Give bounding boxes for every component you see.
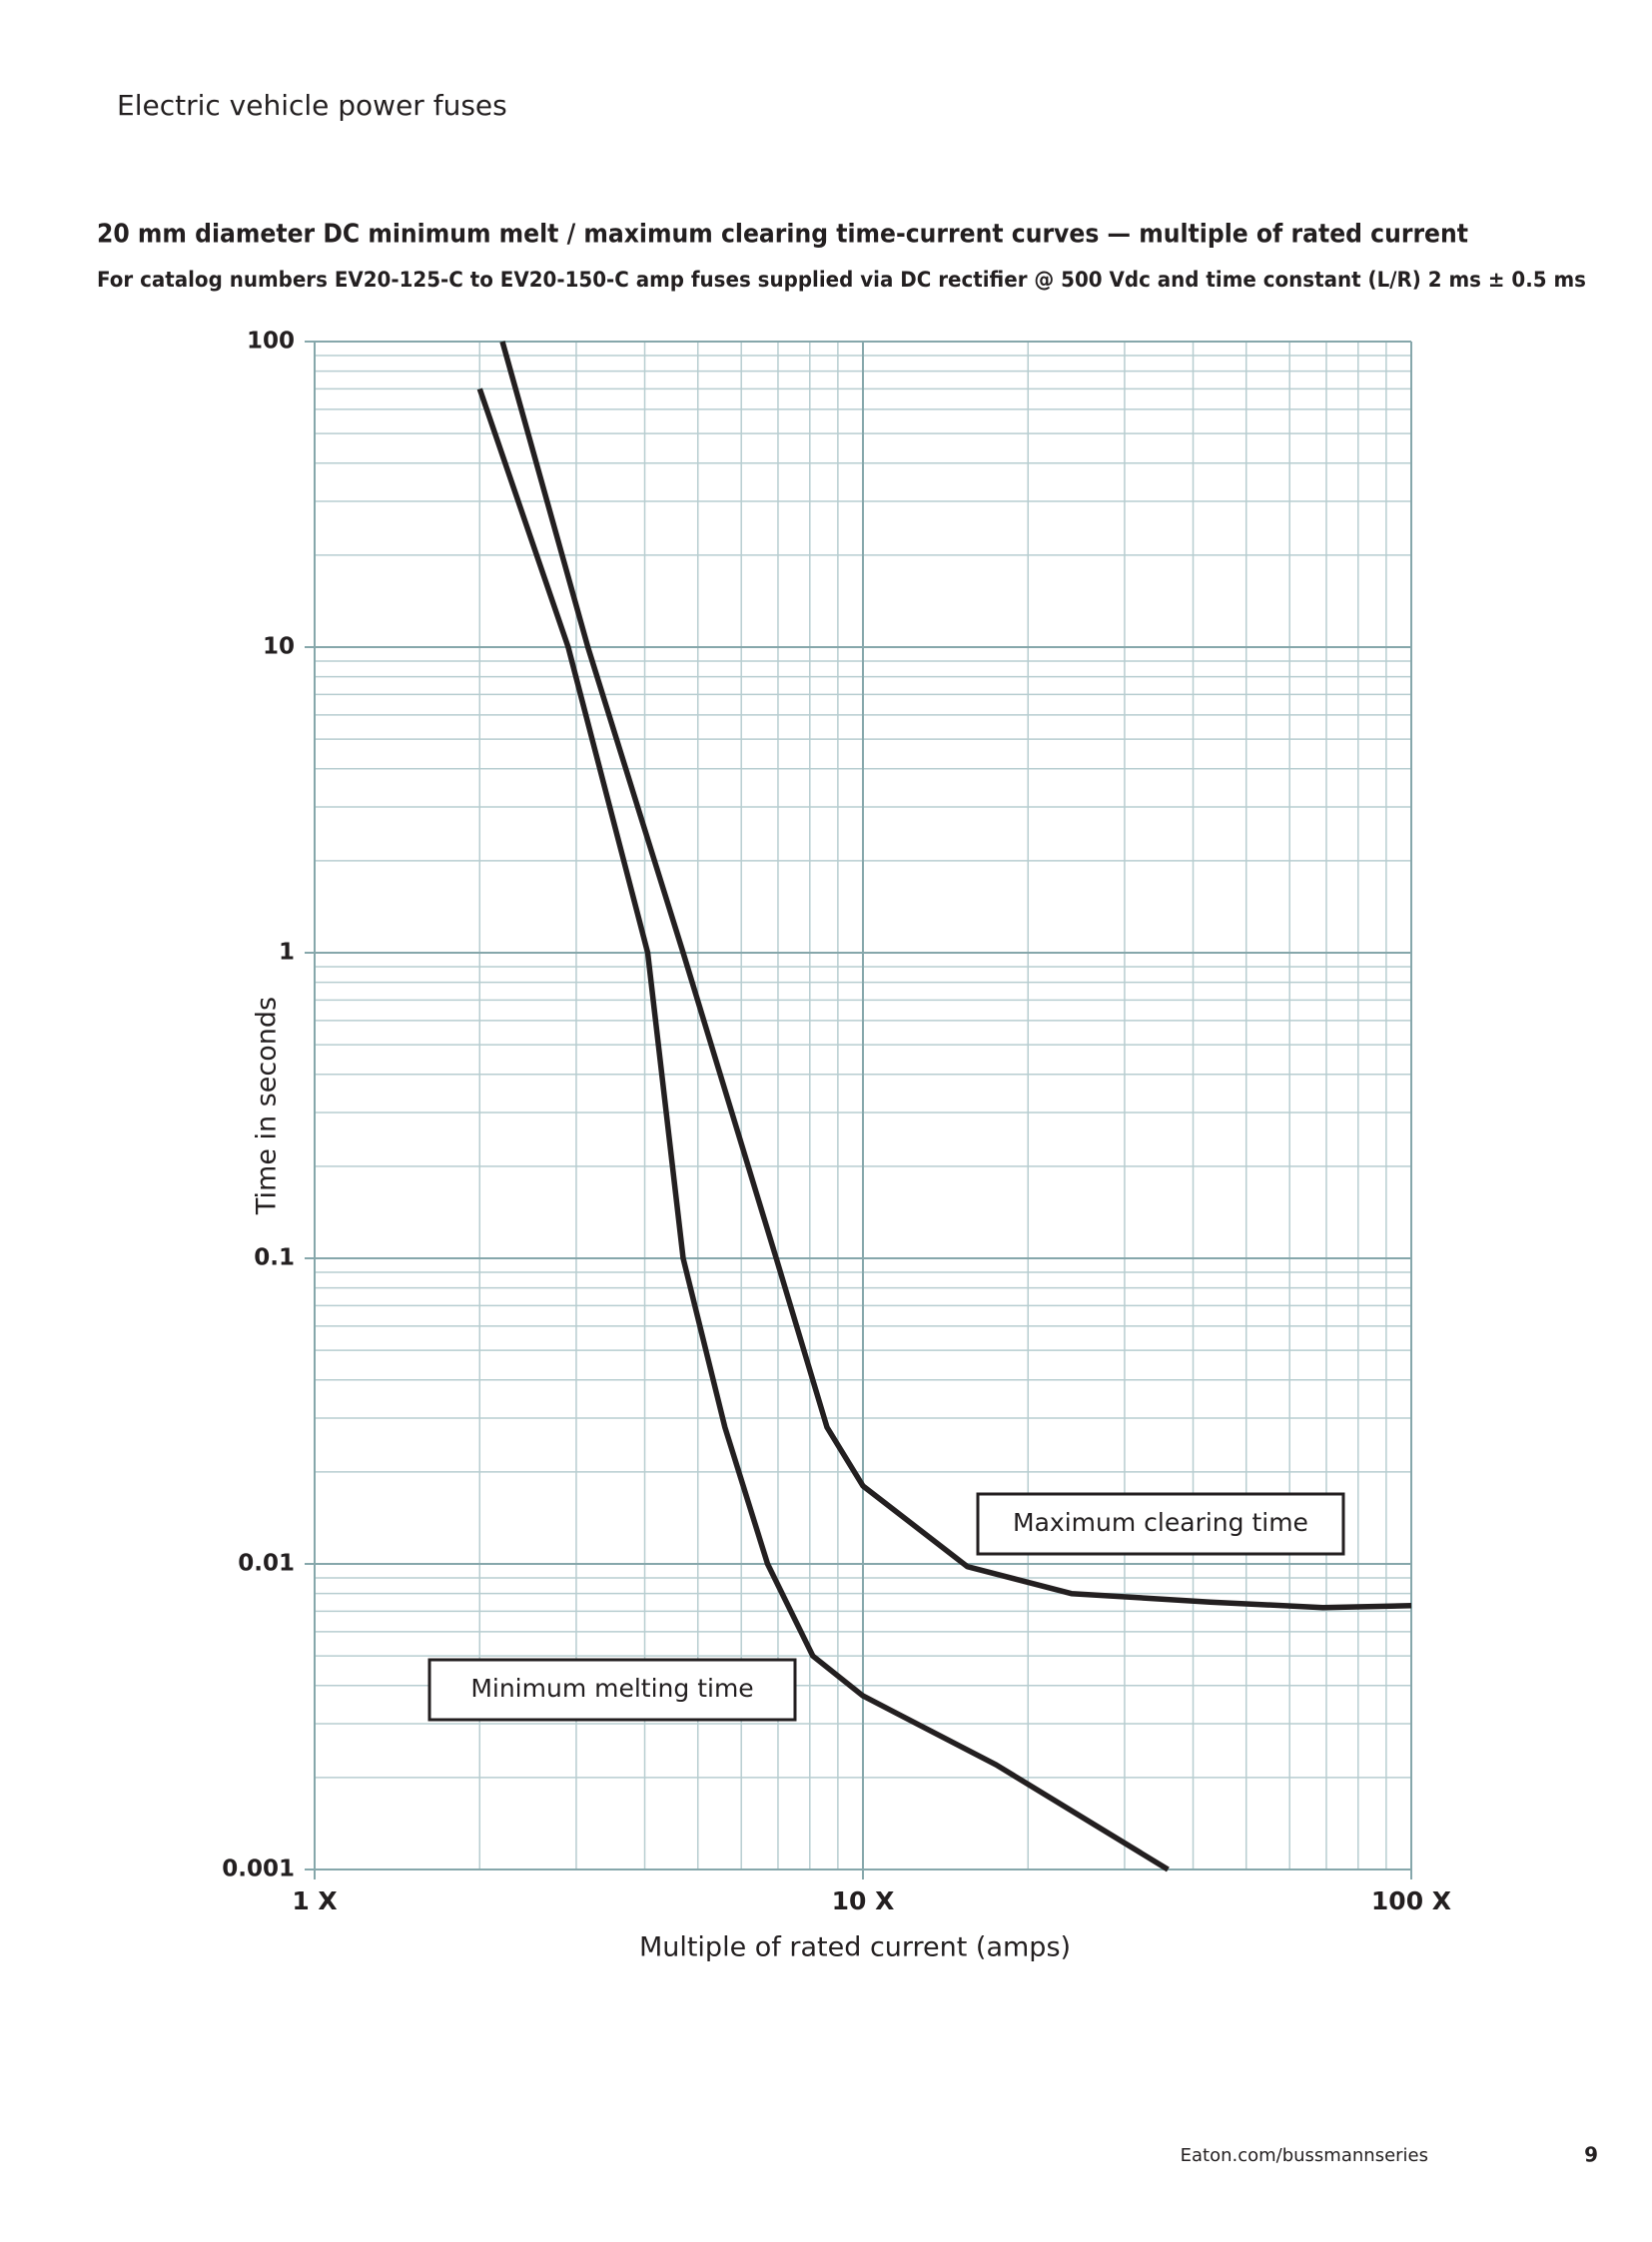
chart-subtitle: For catalog numbers EV20-125-C to EV20-1… bbox=[97, 268, 1586, 292]
x-axis-title: Multiple of rated current (amps) bbox=[639, 1932, 1071, 1963]
grid: 0.001 0.01 0.1 1 10 100 1 X 10 X 100 X bbox=[222, 329, 1451, 1916]
legend-box bbox=[976, 1492, 1345, 1556]
page-title: Electric vehicle power fuses bbox=[117, 89, 507, 122]
chart-title: 20 mm diameter DC minimum melt / maximum… bbox=[97, 220, 1468, 250]
page-number: 9 bbox=[1584, 2143, 1598, 2167]
series-line bbox=[499, 341, 1412, 1611]
legend-label: Maximum clearing time bbox=[1013, 1508, 1308, 1537]
y-tick-label: 10 bbox=[263, 634, 295, 660]
x-tick-label: 1 X bbox=[292, 1886, 337, 1915]
y-tick-label: 0.01 bbox=[238, 1551, 295, 1577]
legend-box bbox=[427, 1658, 797, 1722]
footer-url: Eaton.com/bussmannseries bbox=[1181, 2145, 1428, 2166]
legend-label: Minimum melting time bbox=[470, 1674, 753, 1703]
y-tick-label: 1 bbox=[279, 940, 295, 966]
x-tick-label: 100 X bbox=[1371, 1886, 1451, 1915]
plot: Minimum melting time Maximum clearing tim… bbox=[427, 341, 1412, 1872]
y-tick-label: 0.1 bbox=[254, 1245, 295, 1271]
y-tick-label: 0.001 bbox=[222, 1857, 295, 1882]
x-tick-label: 10 X bbox=[832, 1886, 895, 1915]
y-axis-title: Time in seconds bbox=[252, 997, 283, 1215]
y-tick-label: 100 bbox=[247, 329, 295, 355]
series-line bbox=[476, 387, 1170, 1872]
